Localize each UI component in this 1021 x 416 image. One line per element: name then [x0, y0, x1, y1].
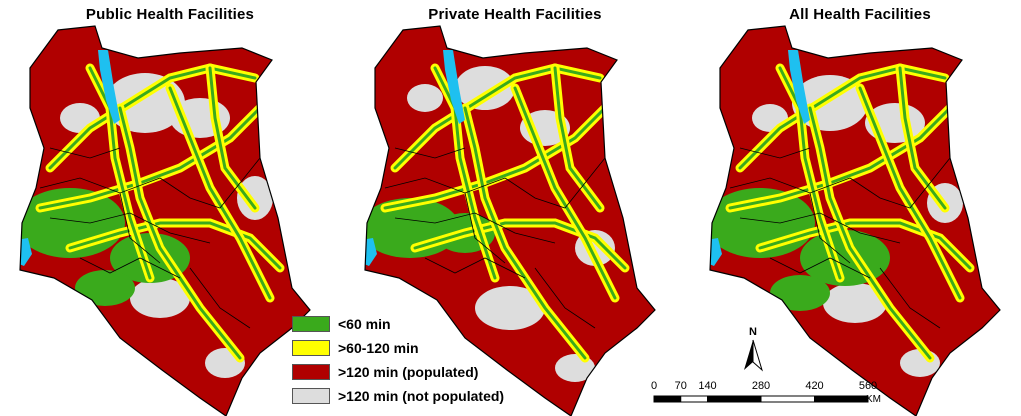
travel-time-under-60-corridor: [738, 66, 947, 170]
scale-tick-label: 0: [650, 380, 658, 392]
panel-title: Private Health Facilities: [428, 6, 602, 23]
not-populated-area: [475, 286, 545, 330]
scale-segment: [814, 395, 869, 403]
travel-time-under-60-corridor: [413, 221, 627, 270]
north-label: N: [749, 326, 757, 338]
not-populated-area: [455, 66, 515, 110]
district-boundary: [384, 177, 506, 194]
travel-time-under-60-corridor: [513, 86, 617, 300]
district-boundary: [504, 157, 606, 209]
district-boundary: [879, 267, 941, 329]
legend-swatch: [292, 388, 330, 404]
scale-tick-label: 70: [674, 380, 687, 392]
district-boundary: [739, 212, 901, 244]
not-populated-area: [407, 84, 443, 112]
legend-label: >120 min (not populated): [338, 388, 505, 404]
kenya-map: [19, 25, 311, 416]
not-populated-area: [823, 283, 887, 323]
scale-bar-graphic: [653, 395, 869, 403]
legend-item-60-120: >60-120 min: [292, 338, 542, 362]
district-boundary: [394, 147, 466, 159]
district-boundary: [159, 157, 261, 209]
lake: [365, 238, 377, 266]
scale-segment: [653, 395, 682, 403]
scale-segment: [680, 395, 708, 403]
kenya-map: [709, 25, 1001, 416]
scale-bar: 0 70 140 280 420 560 KM: [648, 380, 888, 410]
scale-unit: KM: [866, 394, 881, 405]
legend-swatch: [292, 364, 330, 380]
legend-item-over-120-populated: >120 min (populated): [292, 362, 542, 386]
district-boundary: [394, 212, 556, 244]
district-boundary: [119, 192, 161, 264]
map-panel-all: All Health Facilities: [690, 0, 1021, 416]
scale-tick-label: 560: [858, 380, 878, 392]
legend-swatch: [292, 340, 330, 356]
not-populated-area: [900, 349, 940, 377]
map-panel-public: Public Health Facilities: [0, 0, 340, 416]
panel-title: All Health Facilities: [789, 6, 931, 23]
scale-tick-label: 140: [698, 380, 717, 392]
travel-time-under-60-corridor: [858, 86, 962, 300]
legend: <60 min >60-120 min >120 min (populated)…: [292, 314, 542, 410]
legend-label: <60 min: [338, 316, 391, 332]
lake: [710, 238, 722, 266]
country-border: [709, 25, 1001, 416]
district-boundary: [49, 147, 121, 159]
lake: [788, 50, 810, 124]
legend-item-over-120-not-populated: >120 min (not populated): [292, 386, 542, 410]
travel-time-under-60-corridor: [68, 221, 282, 270]
travel-time-under-60-corridor: [553, 66, 602, 210]
district-boundary: [49, 212, 211, 244]
travel-time-under-60: [770, 275, 830, 311]
scale-segment: [707, 395, 762, 403]
scale-tick-label: 280: [751, 380, 771, 392]
scale-segment: [760, 395, 815, 403]
legend-label: >60-120 min: [338, 340, 419, 356]
district-boundary: [79, 257, 181, 279]
not-populated-area: [237, 176, 273, 220]
legend-swatch: [292, 316, 330, 332]
panel-title: Public Health Facilities: [85, 6, 255, 23]
country-border: [19, 25, 311, 416]
district-boundary: [739, 147, 811, 159]
district-boundary: [424, 257, 526, 279]
district-boundary: [769, 257, 871, 279]
district-boundary: [39, 177, 161, 194]
scale-tick-label: 420: [805, 380, 824, 392]
travel-time-under-60-corridor: [758, 221, 972, 270]
travel-time-under-60-corridor: [778, 66, 842, 280]
district-boundary: [729, 177, 851, 194]
north-arrow-icon: [744, 339, 763, 372]
legend-label: >120 min (populated): [338, 364, 479, 380]
travel-time-under-60-corridor: [393, 66, 602, 170]
lake: [20, 238, 32, 266]
north-arrow: N: [738, 326, 768, 382]
lake: [98, 50, 120, 124]
lake: [443, 50, 465, 124]
district-boundary: [534, 267, 596, 329]
district-boundary: [849, 157, 951, 209]
country-border: [364, 25, 656, 416]
travel-time-under-60-corridor: [728, 106, 952, 210]
travel-time-under-60-corridor: [208, 66, 257, 210]
travel-time-under-60: [75, 270, 135, 306]
not-populated-area: [130, 278, 190, 318]
travel-time-under-60-corridor: [383, 106, 607, 210]
travel-time-under-60-corridor: [168, 86, 272, 300]
kenya-map: [364, 25, 656, 416]
district-boundary: [189, 267, 251, 329]
legend-item-under-60: <60 min: [292, 314, 542, 338]
district-boundary: [809, 192, 851, 264]
map-panel-private: Private Health Facilities: [345, 0, 685, 416]
travel-time-under-60-corridor: [38, 106, 262, 210]
travel-time-under-60-corridor: [88, 66, 152, 280]
travel-time-under-60-corridor: [898, 66, 947, 210]
travel-time-under-60-corridor: [433, 66, 497, 280]
travel-time-under-60-corridor: [48, 66, 257, 170]
district-boundary: [464, 192, 506, 264]
